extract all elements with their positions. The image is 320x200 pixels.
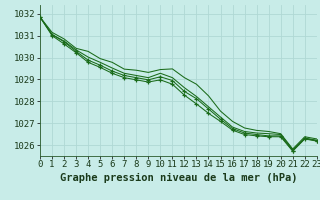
X-axis label: Graphe pression niveau de la mer (hPa): Graphe pression niveau de la mer (hPa) xyxy=(60,173,297,183)
